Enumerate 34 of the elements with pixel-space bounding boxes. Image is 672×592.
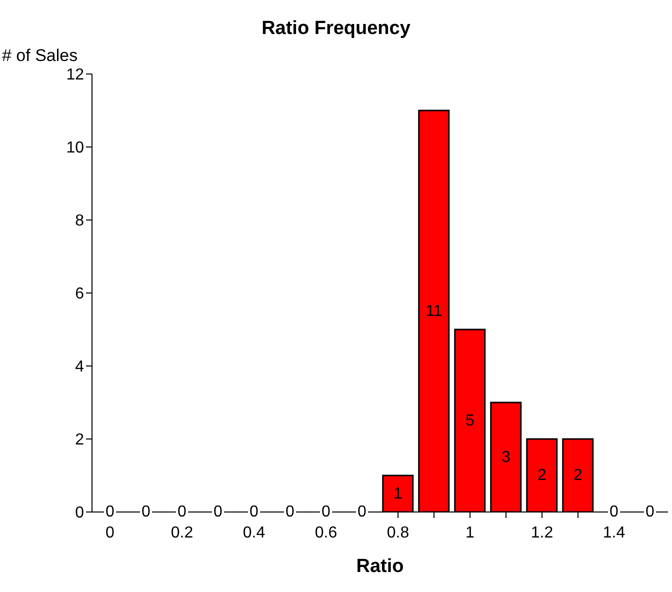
- y-tick-label: 0: [75, 504, 84, 522]
- y-tick-label: 10: [66, 140, 84, 157]
- x-axis-title: Ratio: [356, 556, 404, 577]
- y-tick-label: 8: [75, 212, 84, 230]
- y-tick-label: 12: [66, 66, 84, 84]
- data-label: 0: [250, 504, 259, 520]
- y-tick-label: 6: [75, 286, 84, 303]
- data-label: 0: [646, 504, 655, 520]
- data-label: 0: [106, 504, 115, 520]
- data-label: 0: [178, 504, 187, 520]
- x-tick-label: 1.2: [530, 524, 554, 542]
- data-label: 11: [426, 302, 442, 320]
- x-tick-label: 0.6: [314, 524, 338, 542]
- y-tick-label: 4: [75, 358, 84, 376]
- data-label: 0: [610, 504, 619, 520]
- x-tick-label: 0: [106, 524, 115, 542]
- y-tick-label: 2: [75, 432, 84, 449]
- x-tick-label: 1.4: [602, 524, 626, 542]
- chart-title: Ratio Frequency: [260, 18, 412, 40]
- x-tick-label: 0.2: [170, 524, 194, 542]
- data-label: 2: [538, 467, 547, 484]
- data-label: 0: [214, 504, 223, 520]
- x-tick-label: 1: [466, 524, 475, 542]
- data-label: 2: [574, 467, 583, 484]
- data-label: 0: [358, 504, 367, 520]
- data-label: 0: [322, 504, 331, 520]
- y-axis-title: # of Sales: [2, 46, 78, 66]
- data-label: 0: [286, 504, 295, 520]
- x-tick-label: 0.8: [386, 524, 410, 542]
- x-tick-label: 0.4: [242, 524, 266, 542]
- data-label: 3: [502, 448, 511, 466]
- data-label: 0: [142, 504, 151, 520]
- data-label: 5: [466, 412, 475, 430]
- data-label: 1: [394, 485, 403, 502]
